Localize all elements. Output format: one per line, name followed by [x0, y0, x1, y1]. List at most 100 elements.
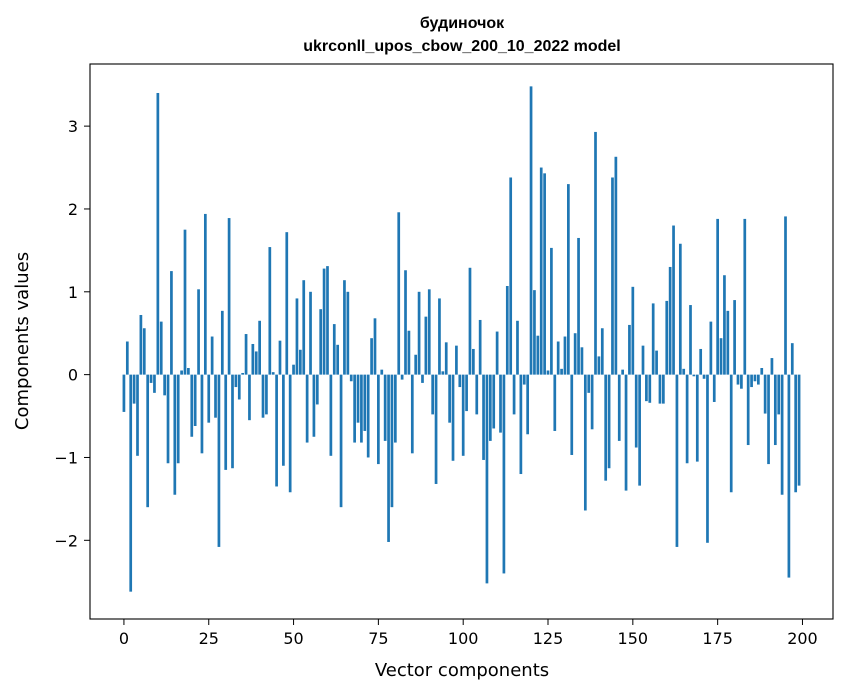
bar-127: [553, 374, 557, 431]
bar-28: [217, 374, 221, 547]
bar-51: [295, 298, 299, 375]
x-tick-label: 0: [119, 629, 129, 648]
bar-152: [638, 374, 641, 486]
bar-139: [594, 131, 597, 375]
y-tick-label: 2: [68, 200, 78, 219]
bar-112: [502, 374, 506, 574]
bar-47: [282, 374, 285, 466]
bar-138: [590, 374, 594, 430]
bar-137: [587, 374, 591, 393]
bar-148: [624, 374, 628, 491]
bar-48: [285, 232, 289, 375]
bar-154: [645, 374, 648, 402]
bar-199: [797, 374, 801, 486]
bar-185: [750, 374, 753, 388]
bar-172: [706, 374, 709, 543]
y-tick-label: −1: [54, 448, 78, 467]
bar-183: [743, 218, 747, 375]
bar-121: [533, 290, 536, 375]
x-axis-label: Vector components: [375, 660, 549, 681]
bar-56: [312, 374, 316, 437]
bar-65: [343, 280, 346, 375]
bar-36: [244, 334, 248, 375]
y-axis: −2 −1 0 1 2 3: [54, 117, 90, 550]
bar-197: [790, 343, 794, 375]
bar-119: [526, 374, 530, 435]
bar-180: [733, 300, 736, 375]
bar-37: [248, 374, 251, 421]
bar-132: [570, 374, 574, 455]
bar-109: [492, 374, 496, 429]
bar-178: [726, 310, 730, 375]
bar-10: [156, 92, 160, 375]
bar-136: [583, 374, 587, 511]
x-tick-label: 25: [199, 629, 219, 648]
bar-92: [434, 374, 438, 484]
bar-97: [451, 374, 455, 461]
bar-117: [519, 374, 523, 475]
bar-187: [757, 374, 760, 385]
bar-6: [142, 328, 146, 375]
bar-74: [373, 318, 377, 375]
bar-142: [604, 374, 608, 481]
bar-0: [122, 374, 126, 412]
bar-190: [767, 374, 770, 465]
chart-title: будиночок: [420, 15, 505, 32]
bar-159: [662, 374, 665, 404]
bar-34: [237, 374, 241, 400]
bar-88: [421, 374, 424, 383]
bar-35: [241, 372, 245, 375]
bar-120: [529, 86, 533, 375]
x-tick-label: 175: [702, 629, 733, 648]
bar-5: [139, 314, 143, 375]
x-tick-label: 125: [533, 629, 564, 648]
bar-179: [729, 374, 733, 493]
bar-23: [200, 374, 204, 454]
bar-125: [546, 370, 550, 375]
bar-4: [136, 374, 139, 456]
bar-129: [560, 368, 563, 375]
bar-176: [719, 338, 723, 375]
y-axis-label: Components values: [12, 252, 33, 430]
bar-7: [146, 374, 150, 508]
bar-83: [404, 270, 407, 375]
bar-24: [203, 213, 207, 375]
bar-57: [315, 374, 319, 405]
bar-14: [170, 271, 173, 375]
bar-149: [628, 324, 631, 375]
bar-182: [740, 374, 743, 389]
bar-162: [672, 225, 675, 375]
y-tick-label: 0: [68, 366, 78, 385]
bar-151: [634, 374, 638, 448]
bar-8: [149, 374, 153, 383]
bar-42: [265, 374, 268, 415]
bars-group: [122, 86, 801, 592]
bar-63: [336, 344, 340, 375]
bar-18: [183, 229, 187, 375]
bar-89: [424, 316, 428, 375]
bar-91: [431, 374, 435, 415]
bar-100: [461, 374, 465, 456]
bar-145: [614, 156, 618, 375]
bar-141: [600, 328, 604, 375]
bar-198: [794, 374, 798, 493]
bar-144: [611, 177, 614, 375]
bar-169: [695, 374, 699, 462]
bar-49: [288, 374, 292, 493]
bar-165: [682, 368, 686, 375]
bar-107: [485, 374, 489, 584]
bar-79: [390, 374, 394, 508]
bar-32: [231, 374, 234, 469]
bar-67: [349, 374, 353, 382]
bar-161: [668, 266, 672, 375]
bar-188: [760, 368, 764, 375]
bar-106: [482, 374, 485, 460]
bar-84: [407, 330, 411, 375]
bar-62: [332, 324, 336, 375]
bar-87: [417, 291, 421, 375]
bar-114: [509, 177, 513, 375]
bar-167: [689, 305, 692, 375]
bar-81: [397, 212, 401, 375]
bar-181: [736, 374, 740, 385]
bar-80: [393, 374, 397, 443]
